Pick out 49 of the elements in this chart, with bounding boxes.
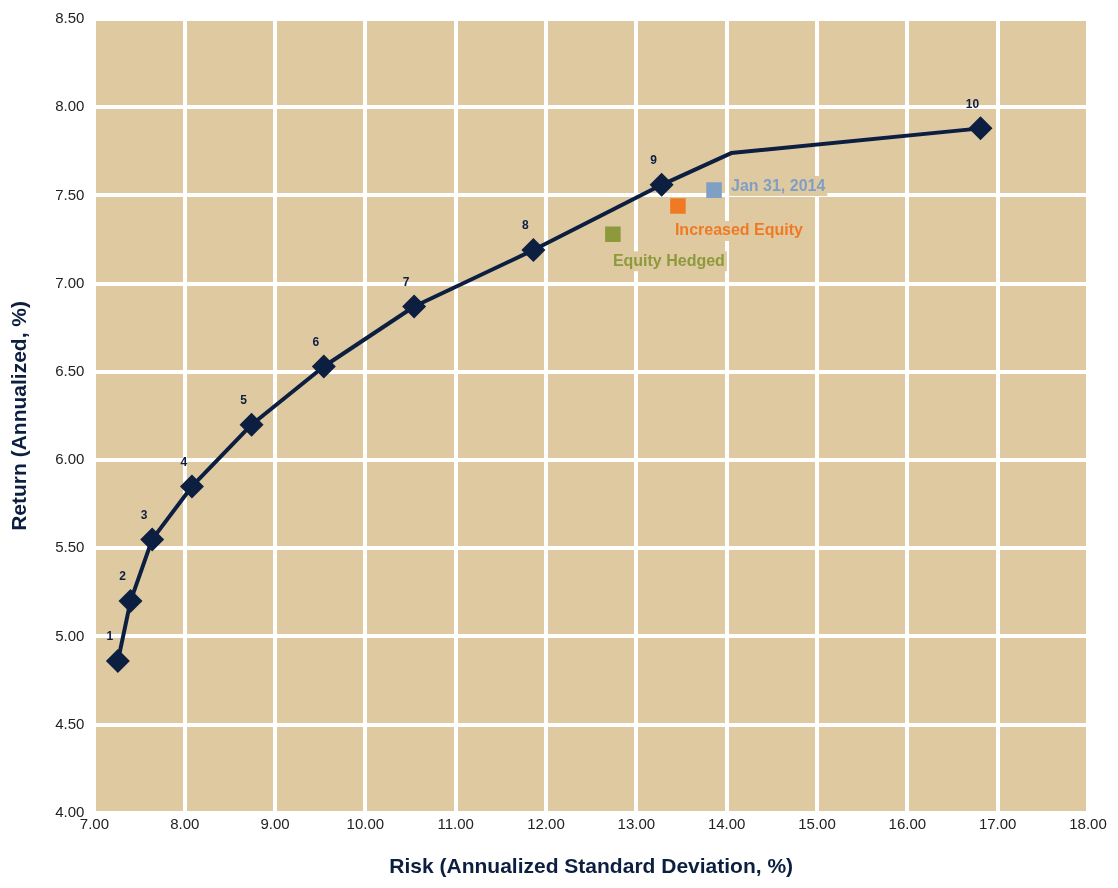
y-tick-label: 8.50 xyxy=(55,9,85,27)
x-tick-label: 10.00 xyxy=(346,814,385,832)
x-tick-label: 12.00 xyxy=(527,814,565,832)
annotation: 10 xyxy=(965,96,980,111)
y-axis-title: Return (Annualized, %) xyxy=(7,300,31,531)
point xyxy=(179,474,204,499)
point xyxy=(521,238,546,263)
point xyxy=(605,226,621,242)
series-label: Equity Hedged xyxy=(612,251,725,269)
series-label: Increased Equity xyxy=(674,221,804,239)
y-tick-label: 5.50 xyxy=(55,538,85,556)
point xyxy=(140,527,165,552)
point xyxy=(118,589,143,614)
x-tick-label: 17.00 xyxy=(978,814,1017,832)
x-tick-label: 16.00 xyxy=(888,814,927,832)
y-tick-label: 4.00 xyxy=(55,802,85,820)
annotation: 3 xyxy=(140,507,148,522)
x-tick-label: 11.00 xyxy=(437,814,474,832)
x-tick-label: 9.00 xyxy=(260,814,290,832)
y-tick-label: 7.50 xyxy=(55,185,85,203)
y-tick-label: 6.50 xyxy=(55,361,85,379)
x-tick-label: 15.00 xyxy=(798,814,836,832)
series-label: Jan 31, 2014 xyxy=(731,176,826,194)
annotation: 8 xyxy=(522,218,530,233)
x-tick-label: 13.00 xyxy=(617,814,656,832)
annotation: 6 xyxy=(312,334,320,349)
annotation: 1 xyxy=(106,629,114,644)
x-tick-label: 8.00 xyxy=(170,814,200,832)
x-tick-label: 18.00 xyxy=(1069,814,1107,832)
x-tick-label: 14.00 xyxy=(707,814,746,832)
point xyxy=(239,412,264,437)
y-tick-label: 4.50 xyxy=(55,714,85,732)
point xyxy=(402,294,427,319)
y-tick-label: 5.00 xyxy=(55,626,85,644)
y-tick-label: 7.00 xyxy=(55,273,85,291)
point xyxy=(649,172,674,197)
annotation: 9 xyxy=(650,153,658,168)
annotation: 5 xyxy=(240,393,248,408)
y-tick-label: 6.00 xyxy=(55,450,85,468)
annotation: 2 xyxy=(119,569,127,584)
y-tick-label: 8.00 xyxy=(55,97,85,115)
point xyxy=(105,649,130,674)
point xyxy=(670,198,686,214)
x-axis-title: Risk (Annualized Standard Deviation, %) xyxy=(389,854,794,878)
point xyxy=(968,116,993,141)
annotation: 7 xyxy=(402,274,410,289)
annotation: 4 xyxy=(180,454,188,469)
point xyxy=(706,182,722,198)
point xyxy=(311,354,336,379)
